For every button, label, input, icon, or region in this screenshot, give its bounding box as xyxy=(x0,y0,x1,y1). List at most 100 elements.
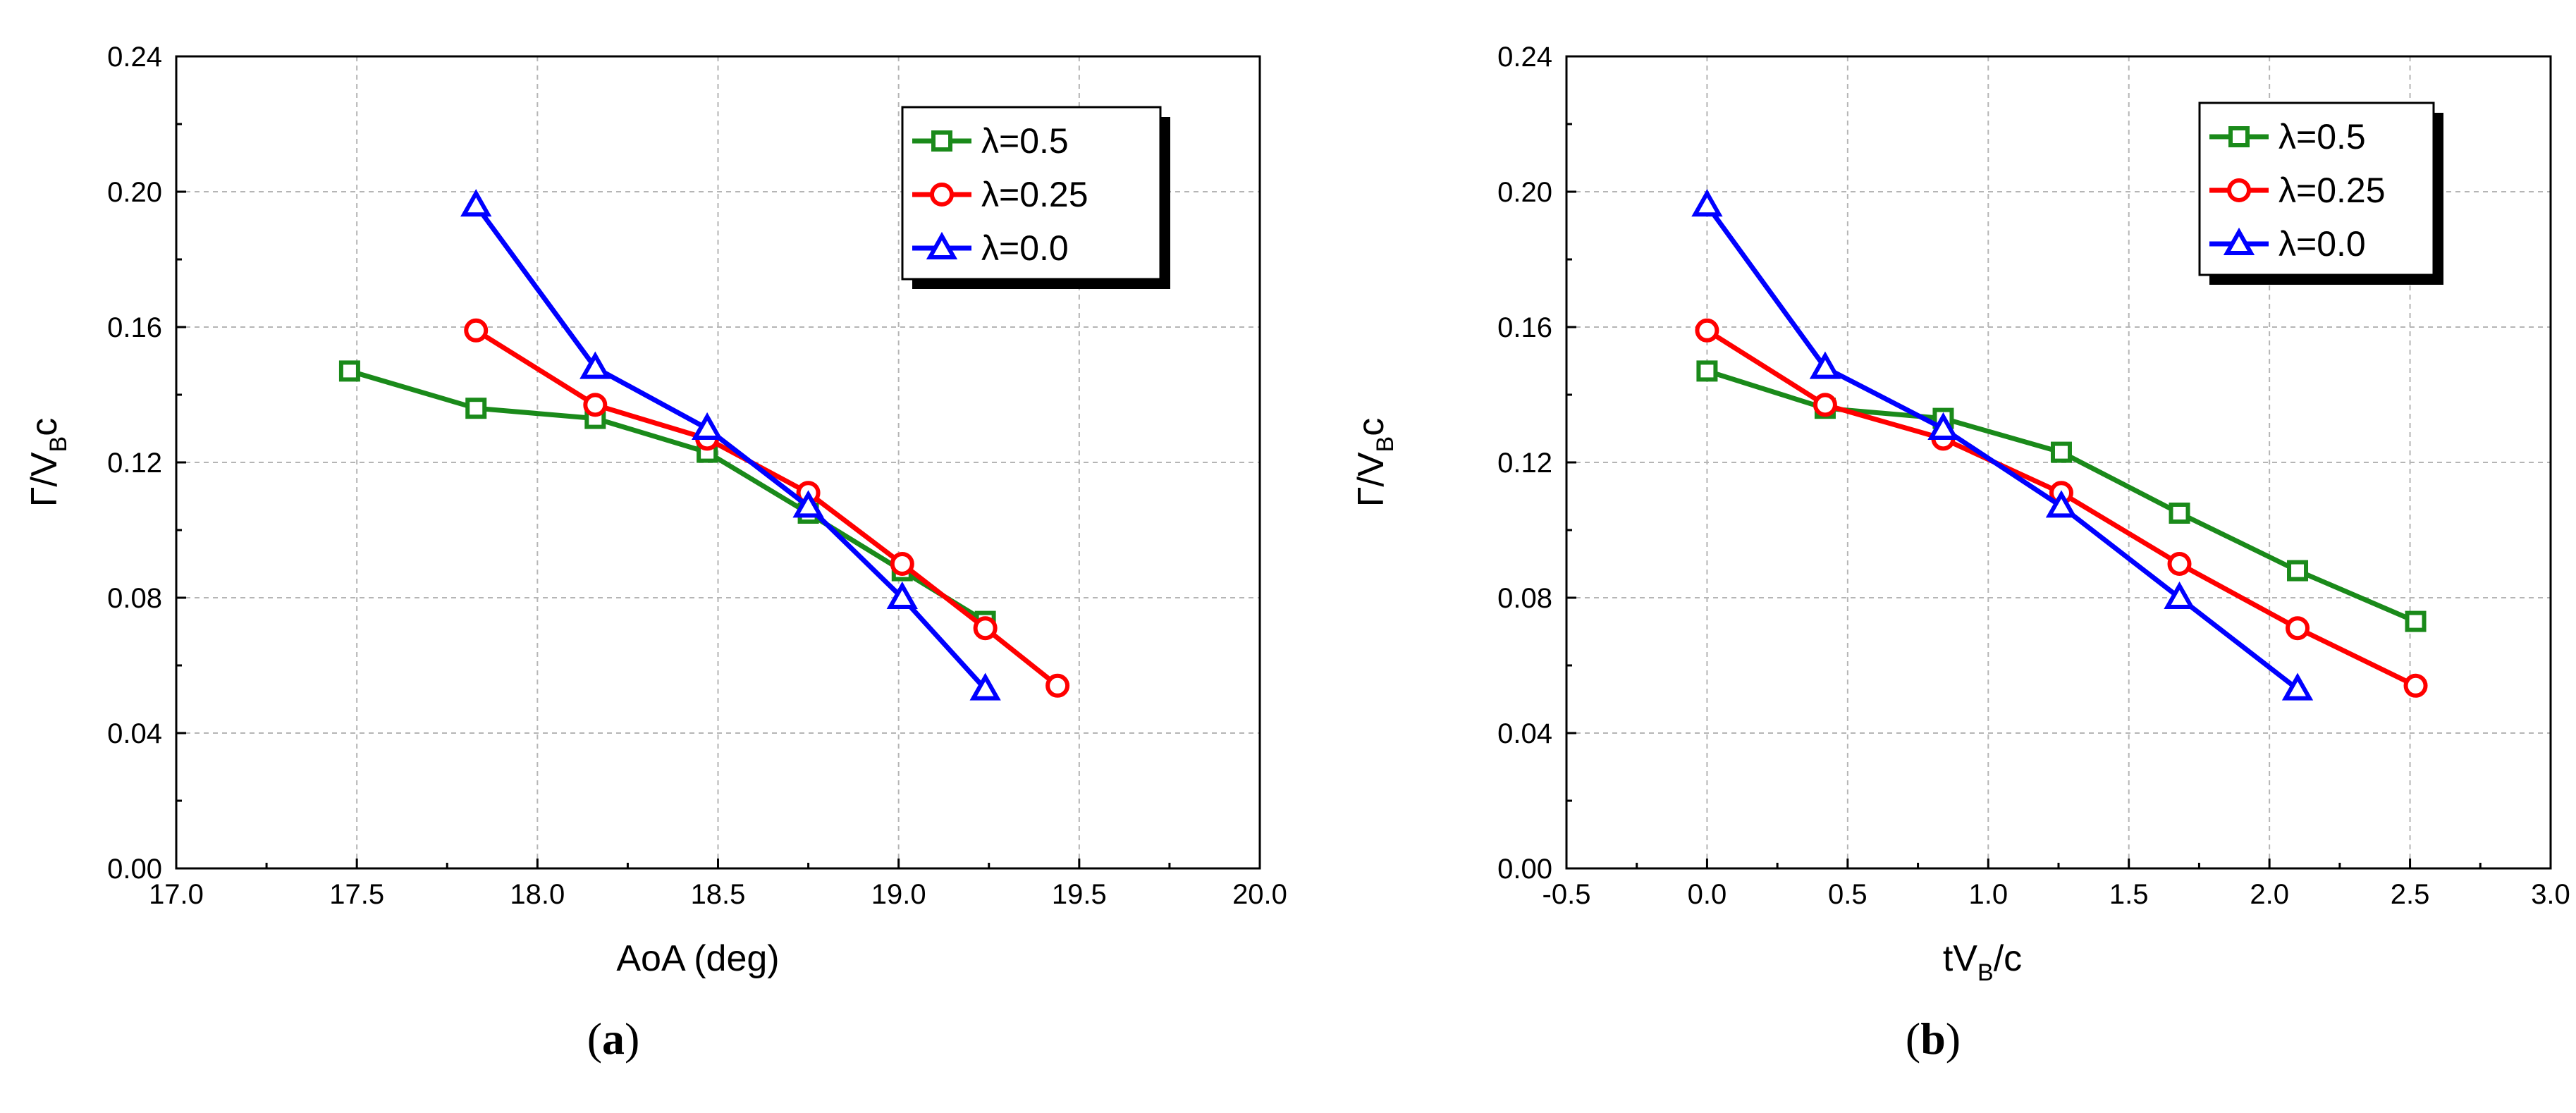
y-ticks: 0.00 0.04 0.08 0.12 0.16 0.20 0.24 xyxy=(107,42,186,885)
chart-a: 17.0 17.5 18.0 18.5 19.0 19.5 20.0 0.00 0.04 0.08… xyxy=(24,42,1287,1064)
legend: λ=0.5 λ=0.25 λ=0.0 xyxy=(901,106,1170,289)
series-2 xyxy=(460,189,1001,701)
data-point xyxy=(969,672,1001,701)
legend-label: λ=0.0 xyxy=(981,228,1069,268)
x-tick-label: 17.5 xyxy=(329,879,384,910)
data-point xyxy=(792,490,824,518)
y-tick-label: 0.00 xyxy=(107,854,162,885)
y-axis-title-sub: B xyxy=(45,436,72,453)
data-point xyxy=(583,393,608,417)
series-line xyxy=(474,328,1060,688)
y-axis-title-group: Γ/VBc xyxy=(24,418,72,507)
data-point xyxy=(1691,189,1723,217)
panel-caption: (b) xyxy=(1906,1014,1961,1064)
data-point xyxy=(2164,581,2195,609)
x-axis-title-main: tV xyxy=(1943,938,1977,979)
x-ticks: 17.0 17.5 18.0 18.5 19.0 19.5 20.0 xyxy=(149,859,1287,910)
y-tick-label: 0.04 xyxy=(1497,718,1552,749)
y-tick-label: 0.08 xyxy=(1497,583,1552,614)
x-tick-label: 2.5 xyxy=(2391,879,2430,910)
y-tick-label: 0.24 xyxy=(107,42,162,73)
y-tick-label: 0.12 xyxy=(107,448,162,479)
data-point xyxy=(460,189,492,217)
x-tick-label: 20.0 xyxy=(1232,879,1287,910)
caption-open: ( xyxy=(1906,1014,1920,1064)
y-tick-label: 0.12 xyxy=(1497,448,1552,479)
legend: λ=0.5 λ=0.25 λ=0.0 xyxy=(2198,102,2443,285)
data-point xyxy=(2169,503,2190,524)
y-tick-label: 0.20 xyxy=(107,177,162,208)
y-axis-title-main: Γ/V xyxy=(1351,452,1392,507)
y-axis-title: Γ/VBc xyxy=(1351,418,1399,507)
data-point xyxy=(2287,560,2309,582)
legend-label: λ=0.5 xyxy=(981,121,1069,161)
legend-label: λ=0.25 xyxy=(2278,171,2386,210)
legend-swatch-marker xyxy=(2228,126,2250,147)
y-axis-title-sub: B xyxy=(1372,436,1399,453)
data-point xyxy=(465,398,487,419)
x-axis-title: tVB/c xyxy=(1943,938,2022,986)
data-point xyxy=(2050,441,2072,463)
x-tick-label: 17.0 xyxy=(149,879,204,910)
data-point xyxy=(2286,616,2310,641)
y-axis-title-tail: c xyxy=(1351,418,1392,436)
y-tick-label: 0.16 xyxy=(1497,312,1552,343)
y-axis-title-tail: c xyxy=(24,418,65,436)
data-point xyxy=(2281,672,2314,701)
series-2 xyxy=(1691,189,2314,701)
y-ticks: 0.00 0.04 0.08 0.12 0.16 0.20 0.24 xyxy=(1497,42,1576,885)
y-tick-label: 0.24 xyxy=(1497,42,1552,73)
y-axis-title-main: Γ/V xyxy=(24,452,65,507)
legend-swatch-marker xyxy=(926,231,958,259)
data-point xyxy=(1809,351,1841,379)
x-tick-label: 19.5 xyxy=(1052,879,1107,910)
data-point xyxy=(1695,318,1719,343)
caption-close: ) xyxy=(625,1014,639,1064)
x-tick-label: -0.5 xyxy=(1542,879,1591,910)
x-tick-label: 3.0 xyxy=(2531,879,2570,910)
y-tick-label: 0.04 xyxy=(107,718,162,749)
legend-label: λ=0.0 xyxy=(2278,224,2366,264)
x-tick-label: 18.5 xyxy=(691,879,746,910)
y-tick-label: 0.08 xyxy=(107,583,162,614)
series-line xyxy=(1705,204,2300,691)
caption-close: ) xyxy=(1946,1014,1961,1064)
legend-swatch-marker xyxy=(931,130,952,152)
legend-label: λ=0.25 xyxy=(981,175,1088,214)
legend-swatch-marker xyxy=(2227,178,2251,202)
x-tick-label: 1.0 xyxy=(1968,879,2008,910)
x-tick-label: 1.5 xyxy=(2109,879,2149,910)
y-tick-label: 0.20 xyxy=(1497,177,1552,208)
x-axis-title: AoA (deg) xyxy=(616,938,779,979)
data-point xyxy=(890,552,914,576)
x-tick-label: 18.0 xyxy=(510,879,565,910)
legend-swatch-marker xyxy=(930,183,954,207)
data-point xyxy=(2405,610,2427,632)
data-point xyxy=(1927,412,1959,440)
y-tick-label: 0.00 xyxy=(1497,854,1552,885)
data-point xyxy=(1045,673,1070,698)
x-tick-label: 0.0 xyxy=(1688,879,1727,910)
data-point xyxy=(691,412,723,440)
x-tick-label: 2.0 xyxy=(2250,879,2289,910)
x-axis-title-tail: /c xyxy=(1994,938,2022,979)
caption-open: ( xyxy=(587,1014,602,1064)
legend-swatch-marker xyxy=(2223,227,2255,255)
data-point xyxy=(2403,673,2428,698)
data-point xyxy=(579,351,611,379)
panel-caption: (a) xyxy=(587,1014,640,1064)
data-point xyxy=(338,360,360,382)
data-point xyxy=(886,581,918,609)
series-1 xyxy=(464,318,1070,698)
x-tick-label: 0.5 xyxy=(1828,879,1867,910)
caption-letter: a xyxy=(602,1014,625,1064)
legend-label: λ=0.5 xyxy=(2278,117,2366,156)
data-point xyxy=(2167,552,2192,576)
data-point xyxy=(973,616,998,641)
x-tick-label: 19.0 xyxy=(871,879,926,910)
y-axis-title: Γ/VBc xyxy=(24,418,72,507)
data-point xyxy=(1813,393,1837,417)
caption-letter: b xyxy=(1920,1014,1946,1064)
y-axis-title-group: Γ/VBc xyxy=(1351,418,1399,507)
chart-b: -0.5 0.0 0.5 1.0 1.5 2.0 2.5 3.0 0.00 0.04 0.08 0.1… xyxy=(1351,42,2570,1064)
